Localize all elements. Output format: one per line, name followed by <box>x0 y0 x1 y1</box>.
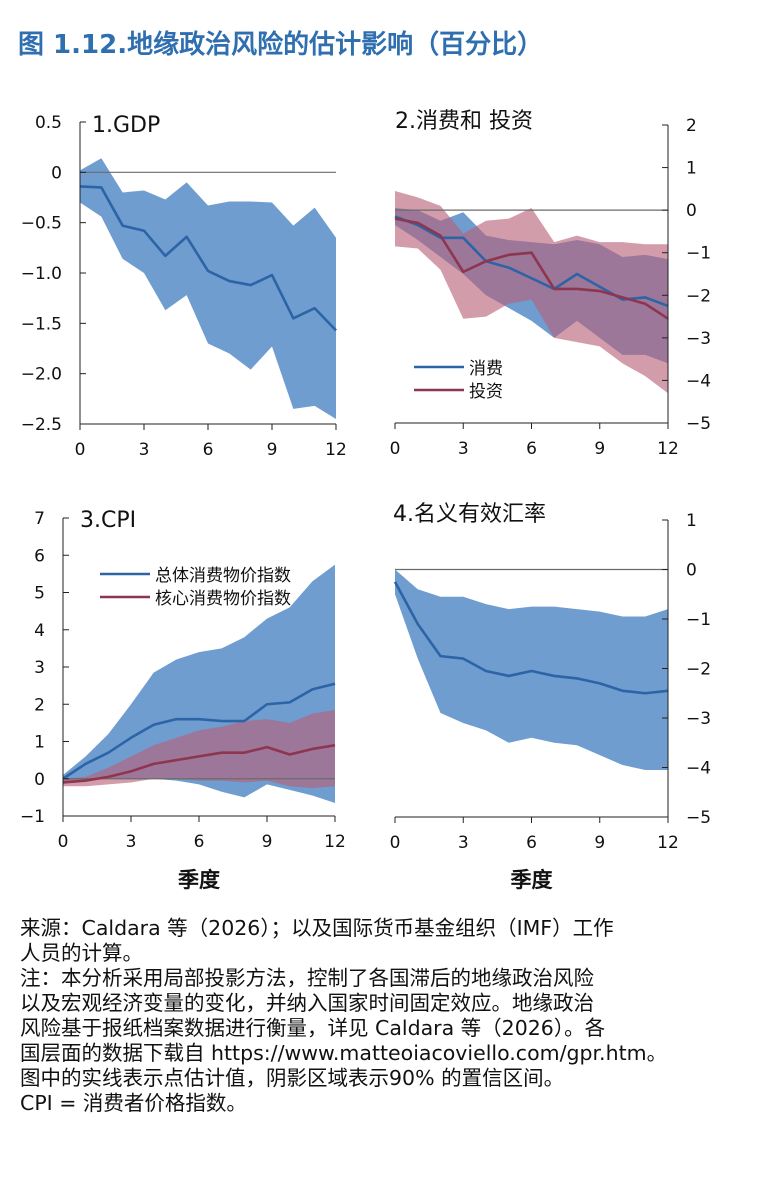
x-tick-label: 3 <box>126 832 137 852</box>
x-tick-label: 0 <box>75 440 86 460</box>
confidence-band-2 <box>395 190 668 394</box>
y-tick-label: 0 <box>34 770 45 790</box>
y-tick-label: 4 <box>34 621 45 641</box>
legend-label-2: 核心消费物价指数 <box>155 589 291 609</box>
y-tick-label: −0.5 <box>21 214 62 234</box>
x-tick-label: 6 <box>203 440 214 460</box>
x-tick-label: 12 <box>657 439 679 459</box>
x-tick-label: 6 <box>526 439 537 459</box>
y-tick-label: −1 <box>20 807 45 827</box>
y-tick-label: 6 <box>34 546 45 566</box>
y-tick-label: 0 <box>51 163 62 183</box>
y-tick-label: −5 <box>686 414 711 434</box>
y-tick-label: 2 <box>686 116 697 136</box>
y-tick-label: −3 <box>686 709 711 729</box>
note-line-3: 风险基于报纸档案数据进行衡量，详见 Caldara 等（2026）。各 <box>20 1016 606 1040</box>
y-tick-label: 0 <box>686 561 697 581</box>
y-tick-label: −4 <box>686 371 711 391</box>
panel-title: 1.GDP <box>92 113 160 138</box>
x-tick-label: 12 <box>657 833 679 853</box>
x-axis-title: 季度 <box>178 868 220 892</box>
x-tick-label: 6 <box>194 832 205 852</box>
y-tick-label: −1 <box>686 244 711 264</box>
note-line-1: 注：本分析采用局部投影方法，控制了各国滞后的地缘政治风险 <box>20 966 594 990</box>
source-line-1: 来源：Caldara 等（2026）；以及国际货币基金组织（IMF）工作 <box>20 916 614 940</box>
estimate-line-1 <box>62 682 336 780</box>
x-tick-label: 9 <box>267 440 278 460</box>
x-axis-title: 季度 <box>511 868 553 892</box>
source-line-2: 人员的计算。 <box>20 941 143 965</box>
figure-panels: 0.50−0.5−1.0−1.5−2.0−2.50 3 6 9 121.GDP 210−1… <box>20 109 711 892</box>
y-tick-label: −2 <box>686 660 711 680</box>
x-tick-label: 3 <box>139 440 150 460</box>
x-tick-label: 12 <box>324 832 346 852</box>
y-tick-label: 2 <box>34 695 45 715</box>
y-tick-label: 1 <box>686 511 697 531</box>
note-line-4: 国层面的数据下载自 https://www.matteoiacoviello.c… <box>20 1041 668 1065</box>
y-tick-label: −4 <box>686 759 711 779</box>
x-tick-label: 0 <box>58 832 69 852</box>
y-tick-label: 0.5 <box>35 113 62 133</box>
y-tick-label: 1 <box>686 159 697 179</box>
y-tick-label: −2.0 <box>21 365 62 385</box>
x-tick-label: 6 <box>526 833 537 853</box>
estimate-line-2 <box>62 743 336 784</box>
x-tick-label: 9 <box>594 833 605 853</box>
y-tick-label: −5 <box>686 808 711 828</box>
note-line-5: 图中的实线表示点估计值，阴影区域表示90% 的置信区间。 <box>20 1066 565 1090</box>
note-line-2: 以及宏观经济变量的变化，并纳入国家时间固定效应。地缘政治 <box>20 991 594 1015</box>
y-tick-label: −1.5 <box>21 314 62 334</box>
y-tick-label: −2.5 <box>21 415 62 435</box>
x-tick-label: 0 <box>390 439 401 459</box>
confidence-band-1 <box>80 158 336 419</box>
y-tick-label: 7 <box>34 509 45 529</box>
legend-label-1: 总体消费物价指数 <box>155 566 291 586</box>
x-tick-label: 0 <box>390 833 401 853</box>
panel-title: 2.消费和 投资 <box>395 109 533 134</box>
panel-title: 4.名义有效汇率 <box>393 502 546 527</box>
y-tick-label: 1 <box>34 733 45 753</box>
x-tick-label: 3 <box>458 833 469 853</box>
panel-title: 3.CPI <box>80 508 136 533</box>
y-tick-label: 3 <box>34 658 45 678</box>
legend-label-1: 消费 <box>469 359 503 379</box>
estimate-line-1 <box>393 581 669 695</box>
x-tick-label: 12 <box>325 440 347 460</box>
y-tick-label: −1.0 <box>21 264 62 284</box>
estimate-line-1 <box>79 185 337 332</box>
estimate-line-2 <box>394 217 669 320</box>
y-tick-label: −1 <box>686 610 711 630</box>
y-tick-label: −3 <box>686 329 711 349</box>
chart-panel-1: 0.5 0 −0.5 −1.0 −1.5 −2.0 −2.5 0 3 6 9 12 1.GDP <box>21 113 347 460</box>
y-tick-label: 5 <box>34 584 45 604</box>
y-tick-label: 0 <box>686 201 697 221</box>
x-tick-label: 9 <box>594 439 605 459</box>
x-tick-label: 3 <box>458 439 469 459</box>
note-line-6: CPI = 消费者价格指数。 <box>20 1091 247 1115</box>
y-tick-label: −2 <box>686 286 711 306</box>
x-tick-label: 9 <box>262 832 273 852</box>
figure-title: 图 1.12.地缘政治风险的估计影响（百分比） <box>18 30 544 60</box>
legend-label-2: 投资 <box>469 382 503 402</box>
figure-notes: 来源：Caldara 等（2026）；以及国际货币基金组织（IMF）工作 人员的… <box>20 916 760 1116</box>
confidence-band-2 <box>63 709 335 789</box>
